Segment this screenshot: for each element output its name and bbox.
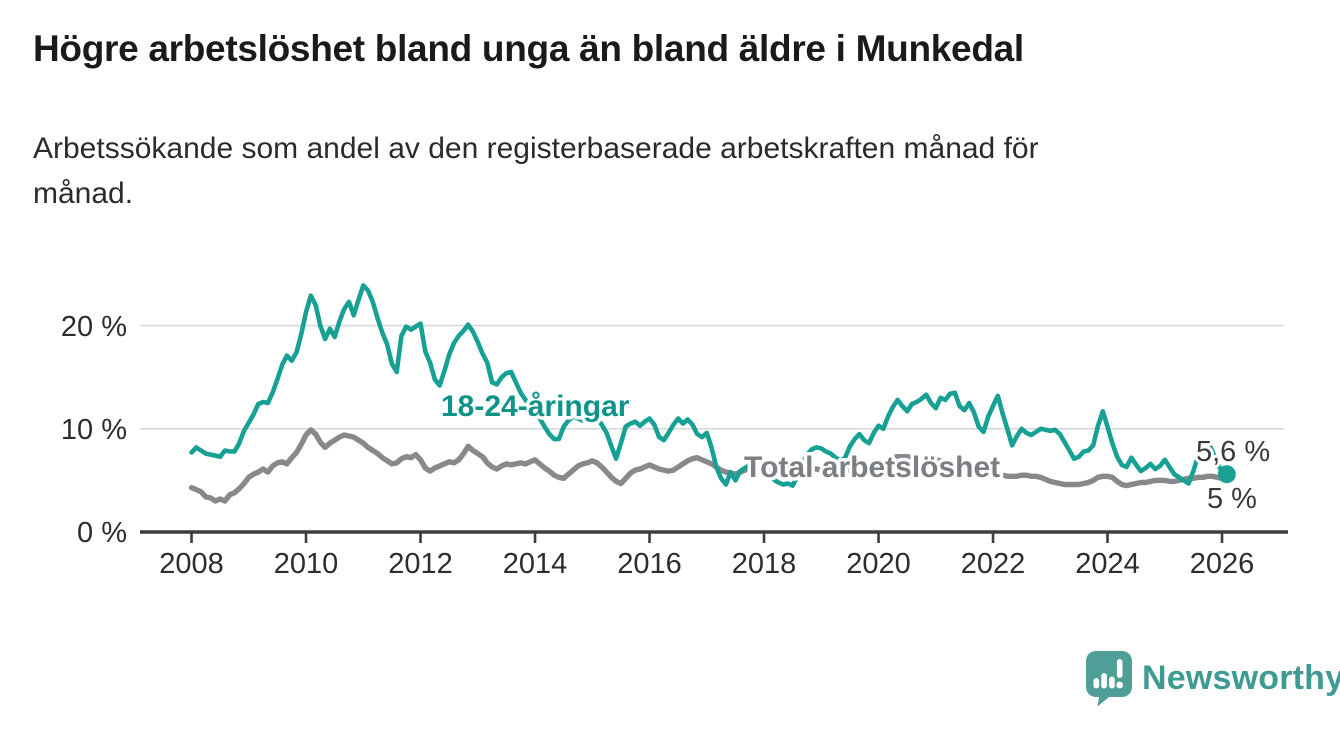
series-label-total: Total arbetslöshet [744, 451, 1000, 484]
chart-subtitle-line2: månad. [33, 177, 134, 210]
x-tick-label-2014: 2014 [503, 548, 568, 580]
x-tick-label-2020: 2020 [846, 548, 911, 580]
x-axis-ticks: 2008 2010 2012 2014 2016 2018 2020 2022 2024 2026 [159, 532, 1254, 580]
y-tick-label-0: 0 % [77, 517, 127, 549]
logo-bubble-icon [1086, 651, 1132, 707]
x-tick-label-2018: 2018 [732, 548, 797, 580]
series-label-youth: 18-24-åringar [441, 390, 630, 423]
x-tick-label-2016: 2016 [617, 548, 682, 580]
chart-title: Högre arbetslöshet bland unga än bland ä… [33, 28, 1024, 69]
series-line-total [188, 427, 1230, 504]
bar-1 [1093, 678, 1100, 689]
exclamation-dot [1116, 681, 1124, 689]
brand-name: Newsworthy [1142, 659, 1340, 697]
x-tick-label-2026: 2026 [1190, 548, 1255, 580]
chart-subtitle: Arbetssökande som andel av den registerb… [33, 126, 1273, 216]
x-tick-label-2024: 2024 [1075, 548, 1140, 580]
y-tick-label-10: 10 % [61, 414, 127, 446]
y-axis-labels: 0 % 10 % 20 % [61, 311, 127, 549]
chart-subtitle-line1: Arbetssökande som andel av den registerb… [33, 132, 1039, 165]
newsworthy-logo: Newsworthy [1085, 650, 1340, 707]
end-point-dot [1217, 465, 1236, 484]
bar-3 [1109, 676, 1115, 689]
x-tick-label-2008: 2008 [159, 548, 224, 580]
end-value-label-total: 5 % [1207, 483, 1257, 515]
bar-2 [1101, 673, 1107, 689]
exclamation-bar [1116, 659, 1123, 678]
end-value-label-youth: 5,6 % [1196, 436, 1270, 468]
x-tick-label-2010: 2010 [274, 548, 339, 580]
x-tick-label-2022: 2022 [961, 548, 1026, 580]
gridlines [140, 324, 1284, 430]
speech-bubble-shape [1086, 651, 1132, 707]
y-tick-label-20: 20 % [61, 311, 127, 343]
series-line-youth [189, 283, 1230, 488]
x-tick-label-2012: 2012 [388, 548, 453, 580]
